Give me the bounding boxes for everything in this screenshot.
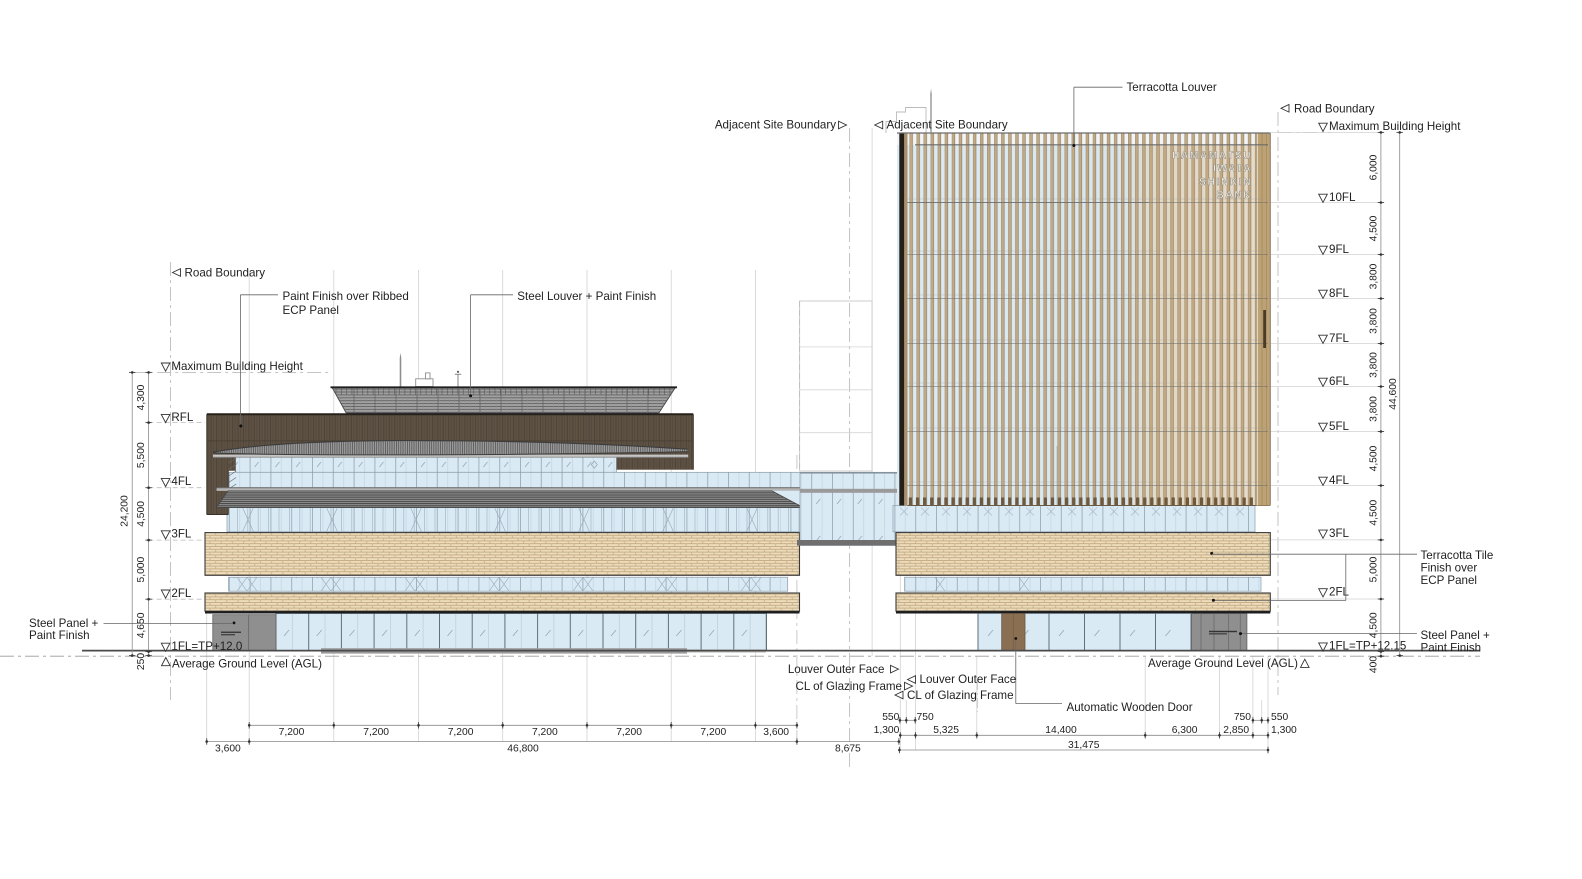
svg-text:4,300: 4,300 — [136, 384, 147, 410]
svg-text:400: 400 — [1368, 656, 1379, 673]
svg-text:7,200: 7,200 — [616, 727, 642, 738]
svg-text:2FL: 2FL — [1329, 586, 1350, 599]
svg-text:4,500: 4,500 — [136, 501, 147, 527]
svg-text:4FL: 4FL — [1329, 474, 1350, 487]
svg-text:Adjacent Site Boundary: Adjacent Site Boundary — [887, 119, 1008, 132]
svg-text:3FL: 3FL — [1329, 527, 1350, 540]
svg-text:2FL: 2FL — [171, 587, 192, 600]
svg-text:Paint Finish: Paint Finish — [29, 629, 90, 642]
svg-text:3,800: 3,800 — [1368, 396, 1379, 422]
svg-text:1,300: 1,300 — [1271, 725, 1297, 736]
svg-text:Terracotta Tile: Terracotta Tile — [1421, 549, 1494, 562]
svg-text:BANK: BANK — [1217, 190, 1253, 201]
svg-text:7,200: 7,200 — [448, 727, 474, 738]
svg-text:CL of Glazing Frame: CL of Glazing Frame — [795, 680, 902, 693]
svg-text:Terracotta Louver: Terracotta Louver — [1127, 81, 1217, 94]
svg-text:Steel Panel +: Steel Panel + — [29, 617, 99, 630]
svg-text:4,500: 4,500 — [1368, 215, 1379, 241]
svg-text:3,800: 3,800 — [1368, 263, 1379, 289]
svg-text:3,800: 3,800 — [1368, 352, 1379, 378]
svg-text:8,675: 8,675 — [835, 744, 861, 755]
svg-text:Steel Louver + Paint Finish: Steel Louver + Paint Finish — [517, 290, 656, 303]
svg-text:8FL: 8FL — [1329, 287, 1350, 300]
svg-text:10FL: 10FL — [1329, 191, 1356, 204]
svg-text:Average Ground Level (AGL): Average Ground Level (AGL) — [172, 657, 322, 670]
svg-text:Automatic Wooden Door: Automatic Wooden Door — [1067, 701, 1193, 714]
svg-text:46,800: 46,800 — [507, 744, 539, 755]
svg-text:Finish over: Finish over — [1421, 562, 1478, 575]
svg-text:Road Boundary: Road Boundary — [185, 267, 266, 280]
svg-text:750: 750 — [917, 712, 934, 723]
svg-text:550: 550 — [882, 712, 899, 723]
svg-text:HAMAMATSU: HAMAMATSU — [1172, 150, 1252, 161]
svg-text:Louver Outer Face: Louver Outer Face — [920, 673, 1017, 686]
svg-text:3FL: 3FL — [171, 528, 192, 541]
svg-text:4,500: 4,500 — [1368, 445, 1379, 471]
svg-text:3,600: 3,600 — [763, 727, 789, 738]
svg-text:750: 750 — [1234, 712, 1251, 723]
svg-text:9FL: 9FL — [1329, 243, 1350, 256]
svg-text:5,325: 5,325 — [933, 725, 959, 736]
svg-text:2,850: 2,850 — [1223, 725, 1249, 736]
svg-text:31,475: 31,475 — [1068, 740, 1100, 751]
svg-text:SHINKIN: SHINKIN — [1199, 177, 1252, 188]
svg-text:Paint Finish: Paint Finish — [1421, 642, 1482, 655]
svg-text:Adjacent Site Boundary: Adjacent Site Boundary — [715, 119, 836, 132]
svg-text:IWATA: IWATA — [1213, 164, 1252, 175]
svg-text:44,600: 44,600 — [1388, 378, 1399, 410]
svg-text:Steel Panel +: Steel Panel + — [1421, 629, 1491, 642]
svg-text:Louver Outer Face: Louver Outer Face — [788, 663, 885, 676]
svg-text:7,200: 7,200 — [700, 727, 726, 738]
svg-text:4,500: 4,500 — [1368, 612, 1379, 638]
svg-text:7FL: 7FL — [1329, 332, 1350, 345]
svg-text:4,500: 4,500 — [1368, 500, 1379, 526]
svg-text:Paint Finish over Ribbed: Paint Finish over Ribbed — [283, 290, 409, 303]
svg-text:6,000: 6,000 — [1368, 154, 1379, 180]
svg-text:Average Ground Level (AGL): Average Ground Level (AGL) — [1148, 657, 1298, 670]
svg-text:5,000: 5,000 — [1368, 556, 1379, 582]
svg-text:CL of Glazing Frame: CL of Glazing Frame — [907, 689, 1014, 702]
svg-text:1,300: 1,300 — [874, 725, 900, 736]
svg-text:6,300: 6,300 — [1172, 725, 1198, 736]
svg-text:Maximum Building Height: Maximum Building Height — [171, 360, 303, 373]
svg-text:3,600: 3,600 — [215, 744, 241, 755]
svg-text:5,000: 5,000 — [136, 556, 147, 582]
svg-text:ECP Panel: ECP Panel — [1421, 574, 1478, 587]
svg-text:5,500: 5,500 — [136, 442, 147, 468]
svg-text:14,400: 14,400 — [1045, 725, 1077, 736]
svg-text:7,200: 7,200 — [532, 727, 558, 738]
svg-text:550: 550 — [1271, 712, 1288, 723]
svg-text:250: 250 — [136, 653, 147, 670]
svg-text:7,200: 7,200 — [279, 727, 305, 738]
svg-text:6FL: 6FL — [1329, 375, 1350, 388]
svg-text:3,800: 3,800 — [1368, 308, 1379, 334]
svg-text:7,200: 7,200 — [363, 727, 389, 738]
svg-text:Maximum Building Height: Maximum Building Height — [1329, 120, 1461, 133]
svg-text:4,650: 4,650 — [136, 612, 147, 638]
svg-text:5FL: 5FL — [1329, 420, 1350, 433]
svg-text:1FL=TP+12.15: 1FL=TP+12.15 — [1329, 640, 1406, 653]
svg-text:ECP Panel: ECP Panel — [283, 304, 340, 317]
svg-text:RFL: RFL — [171, 411, 193, 424]
svg-text:4FL: 4FL — [171, 475, 192, 488]
svg-text:1FL=TP+12.0: 1FL=TP+12.0 — [171, 640, 242, 653]
svg-text:Road Boundary: Road Boundary — [1294, 102, 1375, 115]
svg-text:24,200: 24,200 — [120, 495, 131, 527]
